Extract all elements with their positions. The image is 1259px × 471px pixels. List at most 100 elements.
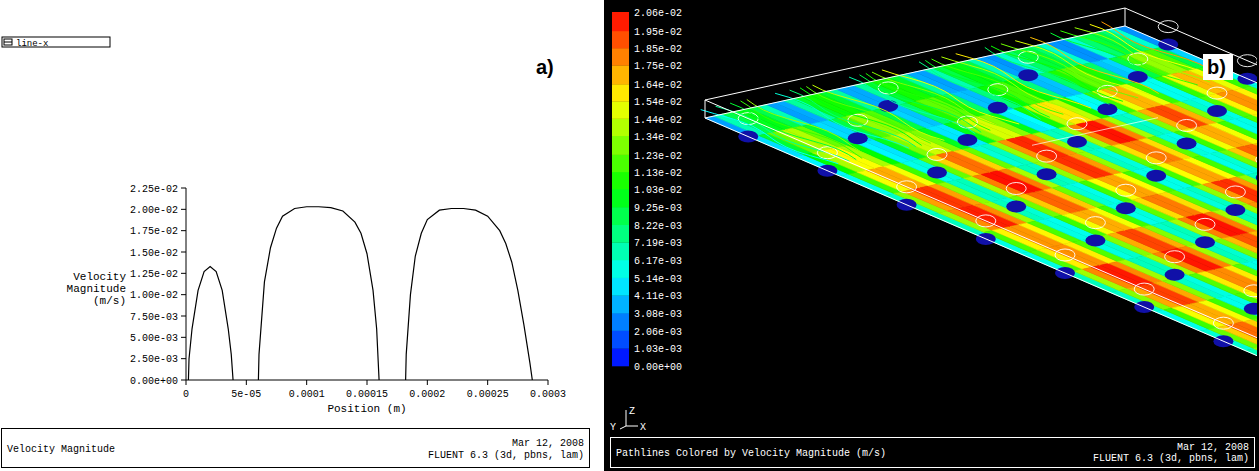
cylinder [988,102,1008,114]
y-tick [181,337,186,338]
colorbar-label: 5.14e-03 [634,274,682,285]
colorbar-block [612,155,629,172]
x-tick-label: 0.0002 [409,389,445,400]
figure: 0.00e+002.50e-035.00e-037.50e-031.00e-02… [0,0,1259,471]
pathline [1030,37,1158,93]
pathline [866,73,991,130]
colorbar-label: 8.22e-03 [634,221,682,232]
x-tick-label: 0.0003 [530,389,566,400]
y-tick-label: 1.00e-02 [130,290,178,301]
cylinder [957,134,977,146]
cylinder [1207,105,1227,117]
pathline [932,59,1064,114]
cylinder-top [1146,152,1166,164]
footer-box [2,429,590,468]
triad-axis [626,426,638,427]
box-edge [705,26,1257,428]
cylinder [1037,168,1057,180]
colorbar-label: 1.85e-02 [634,44,682,55]
triad-label: Y [610,422,616,433]
cylinder [1256,172,1257,184]
box-edge [705,8,1257,410]
colorbar-block [612,84,629,101]
panel-label: a) [536,56,554,78]
flow-band [1248,202,1258,223]
y-tick-label: 1.50e-02 [130,248,178,259]
x-tick [246,380,247,385]
colorbar-block [612,207,629,225]
footer-box [611,438,1255,468]
x-tick [427,380,428,385]
box-edge [705,100,706,118]
flow-band [1244,115,1257,136]
colorbar-label: 1.03e-02 [634,185,682,196]
cylinder-top [1177,119,1197,131]
pathline [775,93,909,148]
y-tick-label: 7.50e-03 [130,312,178,323]
y-tick-label: 2.25e-02 [130,184,178,195]
cylinder [1085,235,1105,247]
colorbar-block [612,172,629,189]
colorbar-block [612,225,629,243]
colorbar-label: 1.03e-03 [634,344,682,355]
cylinder-top [927,148,947,160]
panel-b-background [604,0,1259,471]
colorbar-label: 0.00e+00 [634,362,682,373]
flow-band [1251,84,1257,105]
footer-title: Velocity Magnitude [7,444,115,455]
colorbar-block [612,242,629,260]
colorbar-label: 1.44e-02 [634,115,682,126]
x-tick [186,380,187,385]
cylinder-top [1085,217,1105,229]
data-line [188,207,532,380]
y-axis-title-line: Velocity [73,271,126,283]
x-tick [548,380,549,385]
y-tick [181,188,186,189]
flow-band [1244,320,1257,341]
panel-label-patch [1203,54,1233,80]
colorbar-block [612,313,629,331]
x-tick-label: 0 [183,389,189,400]
cylinder [878,100,898,112]
flow-band [1240,233,1257,254]
legend-line [4,42,12,43]
footer-info: Mar 12, 2008 [512,438,584,449]
cylinder-top [1037,150,1057,162]
y-tick-label: 2.00e-02 [130,205,178,216]
flow-band [1256,200,1257,221]
flow-band [1250,260,1257,281]
cylinder [1195,236,1215,248]
pathline [730,103,856,160]
colorbar-block [612,48,629,65]
cylinder [1225,204,1245,216]
cylinder [1097,103,1117,115]
cylinder [848,132,868,144]
pathline [872,72,1004,127]
pathline [1051,33,1183,88]
colorbar-block [612,260,629,278]
colorbar-block [612,189,629,207]
colorbar-label: 6.17e-03 [634,256,682,267]
cylinder [927,166,947,178]
pathline [741,101,863,158]
flow-band [1249,231,1257,252]
y-axis-title-line: (m/s) [93,295,126,307]
flow-band [1243,86,1258,107]
cylinder-top [1225,186,1245,198]
panel-a: 0.00e+002.50e-035.00e-037.50e-031.00e-02… [0,0,600,471]
colorbar-label: 1.34e-02 [634,132,682,143]
cylinder [1116,202,1136,214]
footer-info: FLUENT 6.3 (3d, pbns, lam) [428,450,584,461]
y-axis-line [186,188,187,380]
pathline [800,88,922,146]
pathline [1015,41,1150,95]
x-tick-label: 5e-05 [231,389,261,400]
colorbar-label: 1.95e-02 [634,27,682,38]
cylinder [1244,303,1257,315]
colorbar-block [612,12,629,31]
flow-band [1241,262,1257,283]
y-axis-title-line: Magnitude [67,283,126,295]
footer-info: Mar 12, 2008 [1177,442,1249,453]
colorbar-block [612,348,629,366]
y-tick [181,209,186,210]
